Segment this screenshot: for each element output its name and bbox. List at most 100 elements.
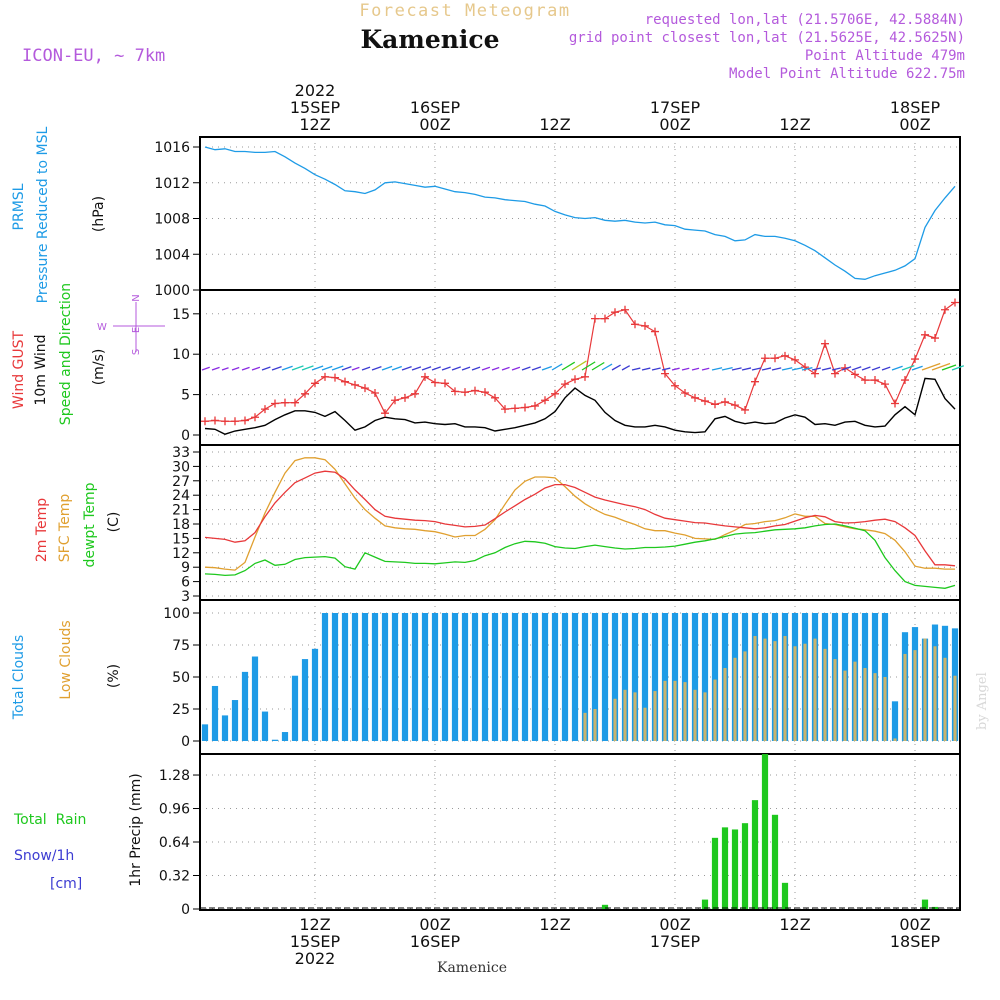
gust-marker xyxy=(691,393,699,402)
wind-arrow xyxy=(781,367,793,371)
gust-marker xyxy=(731,401,739,410)
ytick-label: 1012 xyxy=(154,176,190,192)
bar-low-clouds xyxy=(773,641,777,741)
wind-arrow xyxy=(491,366,500,371)
bar-total-clouds xyxy=(531,613,539,741)
gust-marker xyxy=(631,320,639,329)
time-label-bottom: 12Z xyxy=(299,915,330,934)
gust-marker xyxy=(451,387,459,396)
gust-marker xyxy=(301,389,309,398)
bar-total-clouds xyxy=(461,613,469,741)
bar-low-clouds xyxy=(863,668,867,741)
wind-arrow xyxy=(851,366,862,371)
bar-low-clouds xyxy=(613,698,617,741)
wind-arrow xyxy=(231,366,240,371)
bar-total-clouds xyxy=(441,613,449,741)
bar-low-clouds xyxy=(953,675,957,741)
gust-marker xyxy=(421,372,429,381)
bar-total-clouds xyxy=(241,671,249,741)
gust-marker xyxy=(511,404,519,413)
ytick-label: 1000 xyxy=(154,283,190,299)
panel-0: 1000 1004 1008 1012 1016 xyxy=(154,136,961,299)
ytick-label: 10 xyxy=(172,347,190,363)
bar-low-clouds xyxy=(783,636,787,741)
gust-marker xyxy=(241,416,249,425)
ytick-label: 100 xyxy=(163,606,190,622)
gust-marker xyxy=(851,370,859,379)
time-label-top: 00Z xyxy=(899,115,930,134)
time-label-top: 12Z xyxy=(299,115,330,134)
wind-arrow xyxy=(711,367,723,371)
wind-label-10m: 10m Wind xyxy=(33,334,49,405)
bar-rain xyxy=(781,882,789,909)
temp-labels: 2m Temp SFC Temp dewpt Temp (C) xyxy=(34,482,122,567)
gust-marker xyxy=(551,389,559,398)
wind-arrow xyxy=(741,367,752,371)
wind-arrow xyxy=(281,365,293,371)
gust-marker xyxy=(291,398,299,407)
bar-total-clouds xyxy=(711,613,719,741)
wind-arrow xyxy=(931,362,951,371)
wind-arrow xyxy=(331,365,344,371)
time-label-top: 15SEP xyxy=(290,98,341,117)
precip-label-cm: [cm] xyxy=(50,876,82,892)
time-label-bottom: 00Z xyxy=(659,915,690,934)
time-label-bottom: 2022 xyxy=(295,949,336,968)
bar-low-clouds xyxy=(793,646,797,741)
ytick-label: 6 xyxy=(181,575,190,591)
bar-total-clouds xyxy=(651,613,659,741)
time-label-bottom: 18SEP xyxy=(890,932,941,951)
point-altitude: Point Altitude 479m xyxy=(805,48,965,64)
bar-total-clouds xyxy=(311,648,319,741)
bar-total-clouds xyxy=(611,613,619,741)
wind-arrow xyxy=(911,365,923,371)
gust-marker xyxy=(221,417,229,426)
bar-total-clouds xyxy=(451,613,459,741)
location-title: Kamenice xyxy=(360,25,499,54)
bar-low-clouds xyxy=(733,657,737,741)
gust-marker xyxy=(871,376,879,385)
bar-total-clouds xyxy=(591,613,599,741)
gust-marker xyxy=(741,405,749,414)
chart-title: Forecast Meteogram xyxy=(359,1,570,21)
bar-rain xyxy=(751,800,759,909)
ytick-label: 5 xyxy=(181,388,190,404)
bar-total-clouds xyxy=(211,685,219,741)
gust-marker xyxy=(761,354,769,363)
temp-label-2m: 2m Temp xyxy=(34,498,50,562)
wind-arrow xyxy=(601,363,613,371)
wind-arrow xyxy=(551,363,563,371)
bar-low-clouds xyxy=(593,709,597,741)
wind-arrow xyxy=(521,366,531,371)
wind-arrow xyxy=(501,366,510,371)
bar-total-clouds xyxy=(281,732,289,741)
gust-marker xyxy=(861,376,869,385)
bar-total-clouds xyxy=(331,613,339,741)
plot-area: 1000100410081012101605101536912151821242… xyxy=(154,81,965,968)
wind-arrow xyxy=(651,367,661,371)
gust-marker xyxy=(461,388,469,397)
gust-marker xyxy=(581,372,589,381)
bar-total-clouds xyxy=(511,613,519,741)
bar-total-clouds xyxy=(371,613,379,741)
cloud-unit: (%) xyxy=(106,664,122,688)
cloud-label-total: Total Clouds xyxy=(11,635,27,720)
wind-arrow xyxy=(511,366,521,371)
wind-arrow xyxy=(441,366,451,371)
precip-axis-label: 1hr Precip (mm) xyxy=(128,773,144,886)
ytick-label: 3 xyxy=(181,589,190,605)
bar-total-clouds xyxy=(631,613,639,741)
gust-marker xyxy=(611,308,619,317)
series-prmsl xyxy=(204,146,956,280)
wind-arrow xyxy=(411,366,422,371)
bar-low-clouds xyxy=(893,738,897,741)
time-label-top: 2022 xyxy=(295,81,336,100)
bar-low-clouds xyxy=(843,670,847,741)
wind-arrow xyxy=(831,367,841,371)
bar-total-clouds xyxy=(381,613,389,741)
gust-marker xyxy=(591,314,599,323)
bar-total-clouds xyxy=(271,739,279,741)
time-label-bottom: 12Z xyxy=(779,915,810,934)
gust-marker xyxy=(831,369,839,378)
wind-arrow xyxy=(321,365,333,371)
